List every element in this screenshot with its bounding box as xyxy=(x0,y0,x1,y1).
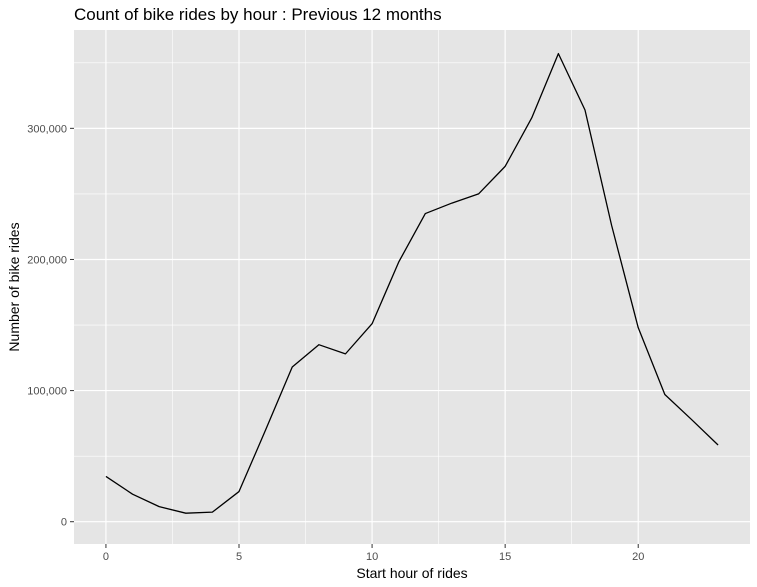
plot-panel xyxy=(74,30,750,544)
chart-title: Count of bike rides by hour : Previous 1… xyxy=(74,5,442,24)
series-line xyxy=(105,52,719,514)
y-tick-label: 100,000 xyxy=(27,386,67,398)
y-tick-label: 300,000 xyxy=(27,123,67,135)
y-axis-title: Number of bike rides xyxy=(6,222,22,351)
x-tick-label: 15 xyxy=(499,551,511,563)
x-tick-label: 20 xyxy=(632,551,644,563)
series-layer xyxy=(105,52,719,514)
x-tick-label: 5 xyxy=(236,551,242,563)
x-axis: 0 5 10 15 20 xyxy=(103,544,644,563)
y-tick-label: 200,000 xyxy=(27,254,67,266)
y-tick-label: 0 xyxy=(61,517,67,529)
x-tick-label: 10 xyxy=(366,551,378,563)
minor-gridlines xyxy=(74,30,750,544)
x-axis-title: Start hour of rides xyxy=(356,565,467,581)
major-gridlines xyxy=(74,30,750,544)
x-tick-label: 0 xyxy=(103,551,109,563)
y-axis: 0 100,000 200,000 300,000 xyxy=(27,123,74,529)
